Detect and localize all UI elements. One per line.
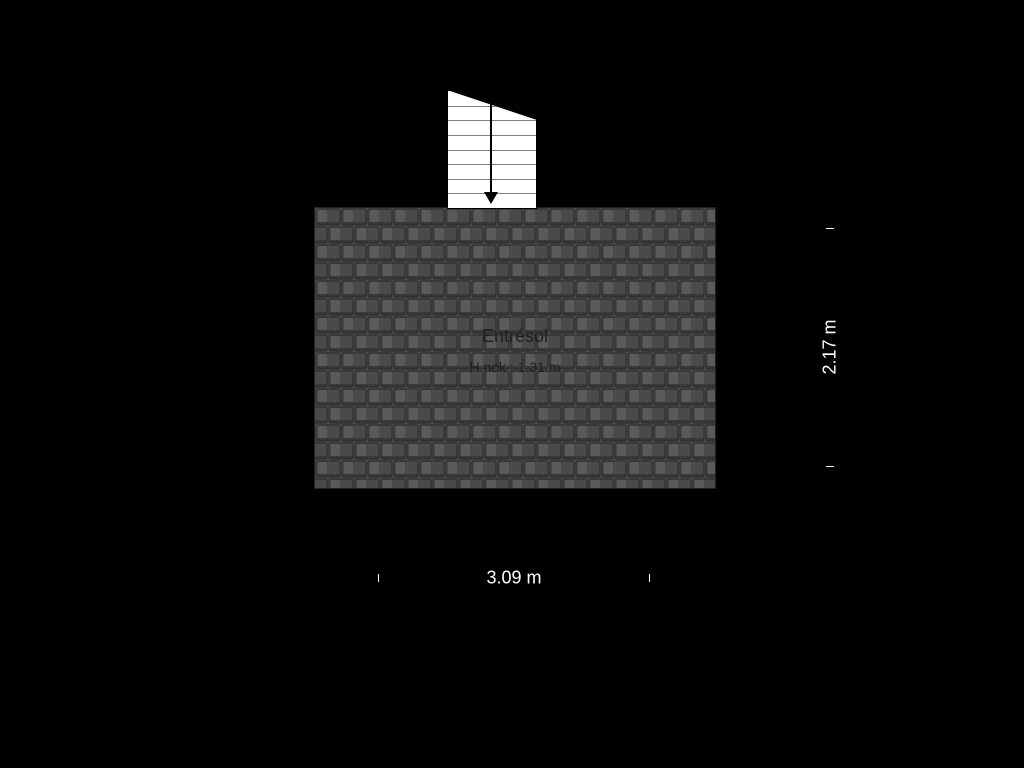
drawing-canvas: Entrésol H nok : 1.31 m 3.09 m 2.17 m — [0, 0, 1024, 768]
roof-tile-pattern — [315, 208, 715, 488]
width-dimension-label: 3.09 m — [482, 568, 545, 589]
dimension-tick — [826, 466, 834, 467]
roof-plan-area: Entrésol H nok : 1.31 m — [314, 207, 716, 489]
dimension-tick — [649, 574, 650, 582]
height-dimension-label: 2.17 m — [820, 315, 841, 378]
dimension-tick — [378, 574, 379, 582]
dimension-tick — [826, 228, 834, 229]
north-indicator — [447, 90, 537, 209]
